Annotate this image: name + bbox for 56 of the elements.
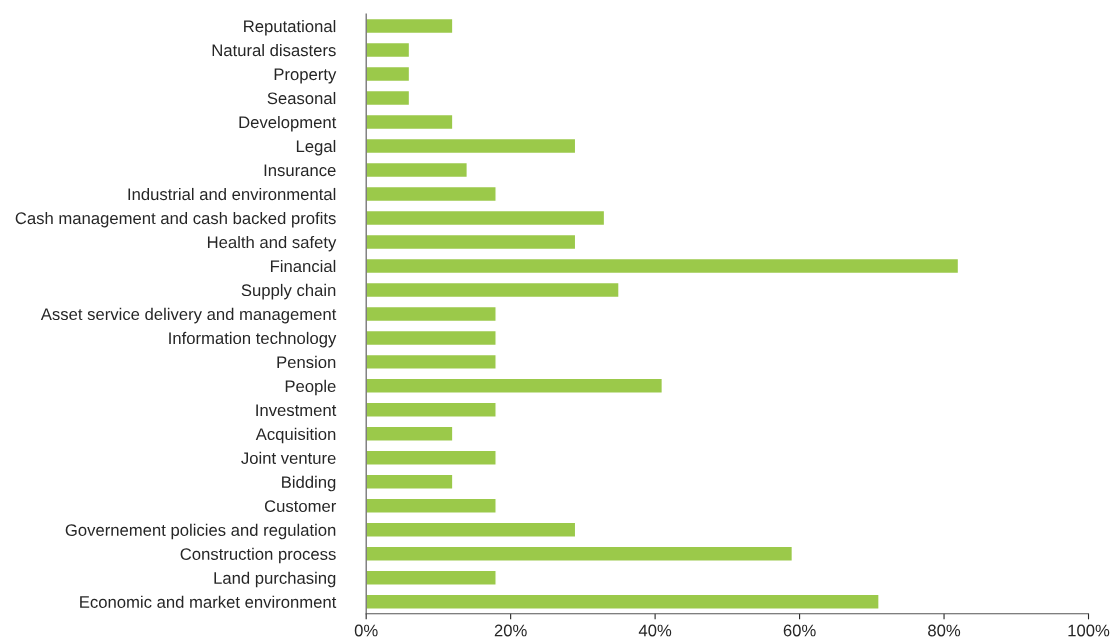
bar	[366, 233, 577, 251]
x-tick-label: 60%	[783, 624, 816, 637]
bar	[366, 497, 497, 514]
y-tick-label: Development	[239, 115, 337, 132]
x-tick-label: 40%	[638, 624, 672, 637]
bar	[366, 281, 620, 299]
y-tick-label: Cash management and cash backed profits	[15, 211, 336, 228]
x-tick-label: 80%	[928, 624, 961, 637]
y-tick-label: Information technology	[169, 331, 337, 348]
bar	[366, 257, 960, 275]
bar	[366, 329, 497, 347]
y-tick-label: Health and safety	[207, 235, 337, 252]
y-tick-label: Asset service delivery and management	[40, 307, 337, 324]
y-tick-label: Bidding	[282, 475, 336, 492]
y-tick-label: Insurance	[264, 164, 336, 177]
y-tick-label: People	[285, 379, 336, 396]
y-tick-label: Pension	[277, 355, 336, 369]
bar	[366, 521, 577, 538]
bar	[366, 449, 497, 466]
bar	[366, 305, 497, 323]
y-tick-label: Governement policies and regulation	[65, 523, 336, 540]
bar	[366, 545, 794, 562]
x-tick-label: 20%	[494, 624, 527, 637]
bar	[366, 89, 411, 107]
y-tick-label: Investment	[256, 404, 337, 417]
bar	[366, 65, 411, 83]
x-tick-label: 100%	[1068, 624, 1110, 637]
bar	[366, 401, 497, 418]
y-tick-label: Natural disasters	[212, 43, 336, 57]
x-tick-label: 0%	[354, 624, 378, 637]
bar	[366, 425, 454, 442]
y-tick-label: Industrial and environmental	[128, 187, 336, 201]
y-tick-label: Customer	[264, 500, 337, 513]
bar	[366, 113, 454, 131]
bar	[366, 185, 497, 203]
bar	[366, 377, 664, 394]
y-tick-label: Land purchasing	[214, 571, 336, 588]
bar	[366, 137, 577, 155]
y-tick-label: Reputational	[244, 19, 336, 36]
bar	[366, 161, 468, 179]
y-tick-label: Joint venture	[241, 451, 336, 465]
bar	[366, 209, 606, 227]
bar	[366, 41, 411, 59]
y-tick-label: Construction process	[180, 547, 336, 564]
y-tick-label: Property	[274, 68, 337, 84]
bar	[366, 593, 880, 610]
bar	[366, 353, 497, 371]
bar	[366, 17, 454, 35]
y-tick-label: Financial	[270, 259, 336, 273]
y-tick-label: Economic and market environment	[80, 595, 337, 608]
bar	[366, 473, 454, 490]
y-tick-label: Acquisition	[255, 427, 336, 444]
bar	[366, 569, 497, 586]
y-tick-label: Supply chain	[241, 283, 336, 300]
y-tick-label: Legal	[296, 139, 336, 156]
y-tick-label: Seasonal	[267, 91, 336, 105]
